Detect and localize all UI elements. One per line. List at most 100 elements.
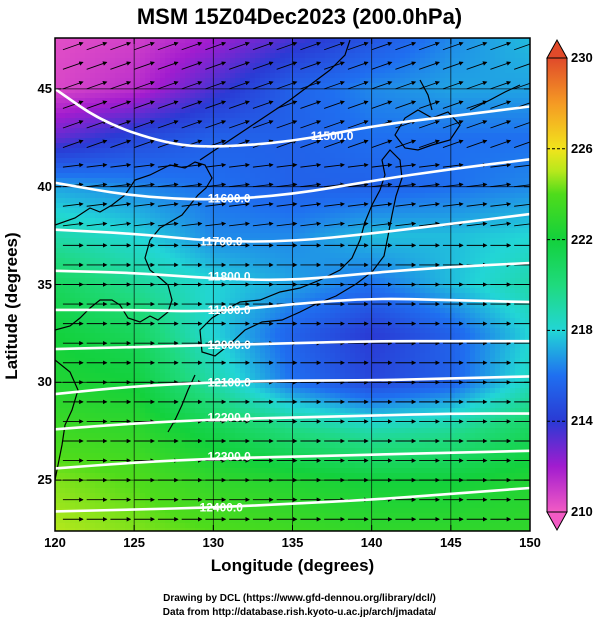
height-contour xyxy=(55,212,530,243)
wind-arrow xyxy=(181,162,203,168)
wind-arrow xyxy=(395,221,417,227)
height-contour xyxy=(55,449,530,470)
height-contour xyxy=(55,158,530,201)
wind-arrow xyxy=(490,100,512,109)
wind-arrow xyxy=(514,61,530,70)
wind-arrow xyxy=(62,202,84,207)
x-tick-label: 130 xyxy=(202,535,225,550)
wind-arrow xyxy=(324,100,345,109)
x-axis-label: Longitude (degrees) xyxy=(210,556,375,575)
y-tick-label: 25 xyxy=(37,472,52,488)
wind-arrow xyxy=(62,61,84,70)
wind-arrow xyxy=(442,202,464,207)
height-contour xyxy=(55,412,530,431)
height-contours: 11500.0 11600.0 11700.0 11800.0 11900.0 12000… xyxy=(55,87,530,515)
wind-arrow xyxy=(324,120,345,129)
wind-arrow xyxy=(442,41,464,51)
wind-arrow xyxy=(324,221,345,227)
axis-ticks xyxy=(54,38,531,531)
wind-arrow xyxy=(347,41,369,51)
wind-arrows xyxy=(62,41,530,522)
wind-arrow xyxy=(205,80,227,90)
wind-arrow xyxy=(300,100,322,109)
wind-arrow xyxy=(157,221,179,227)
height-contour xyxy=(55,375,530,396)
wind-arrow xyxy=(371,162,393,168)
wind-arrow xyxy=(490,120,512,129)
wind-arrow xyxy=(395,182,417,188)
wind-arrow xyxy=(466,80,488,90)
wind-arrow xyxy=(419,100,440,109)
wind-arrow xyxy=(324,182,345,188)
wind-arrow xyxy=(110,182,132,188)
wind-arrow xyxy=(347,202,369,207)
wind-arrow xyxy=(371,41,393,51)
wind-arrow xyxy=(86,221,108,227)
wind-arrow xyxy=(110,100,132,109)
wind-arrow xyxy=(134,80,155,90)
height-contour xyxy=(55,87,530,148)
wind-arrow xyxy=(86,100,108,109)
y-tick-label: 45 xyxy=(37,80,52,96)
wind-arrow xyxy=(205,162,227,168)
wind-arrow xyxy=(371,182,393,188)
y-axis-label: Latitude (degrees) xyxy=(2,232,21,380)
wind-arrow xyxy=(490,182,512,188)
wind-arrow xyxy=(134,202,155,207)
contour-label: 12400.0 xyxy=(200,501,244,515)
y-tick-label: 30 xyxy=(37,374,52,390)
wind-arrow xyxy=(157,202,179,207)
wind-arrow xyxy=(324,41,345,51)
wind-arrow xyxy=(371,139,393,148)
wind-arrow xyxy=(324,162,345,168)
wind-arrow xyxy=(347,162,369,168)
wind-arrow xyxy=(347,61,369,70)
chart-title: MSM 15Z04Dec2023 (200.0hPa) xyxy=(136,4,463,29)
wind-arrow xyxy=(181,120,203,129)
wind-arrow xyxy=(490,139,512,148)
wind-arrow xyxy=(157,100,179,109)
wind-arrow xyxy=(490,41,512,51)
wind-arrow xyxy=(300,182,322,188)
wind-arrow xyxy=(300,41,322,51)
wind-arrow xyxy=(229,61,250,70)
wind-arrow xyxy=(395,139,417,148)
wind-arrow xyxy=(276,221,298,227)
wind-arrow xyxy=(110,139,132,148)
wind-arrow xyxy=(324,202,345,207)
colorbar-tick-label: 218 xyxy=(571,322,593,338)
wind-arrow xyxy=(86,80,108,90)
wind-arrow xyxy=(300,120,322,129)
wind-arrow xyxy=(110,162,132,168)
wind-arrow xyxy=(229,162,250,168)
wind-arrow xyxy=(157,162,179,168)
wind-arrow xyxy=(466,139,488,148)
wind-arrow xyxy=(205,61,227,70)
wind-arrow xyxy=(252,120,274,129)
wind-arrow xyxy=(134,221,155,227)
wind-arrow xyxy=(86,120,108,129)
wind-arrow xyxy=(324,139,345,148)
contour-label: 12000.0 xyxy=(207,338,251,352)
wind-arrow xyxy=(395,100,417,109)
wind-arrow xyxy=(134,139,155,148)
wind-arrow xyxy=(205,221,227,227)
wind-arrow xyxy=(324,61,345,70)
wind-arrow xyxy=(347,139,369,148)
wind-arrow xyxy=(514,184,530,188)
wind-arrow xyxy=(134,162,155,168)
wind-arrow xyxy=(300,80,322,90)
wind-arrow xyxy=(157,182,179,188)
wind-arrow xyxy=(466,182,488,188)
contour-label: 12300.0 xyxy=(207,450,251,464)
wind-arrow xyxy=(110,61,132,70)
x-tick-label: 125 xyxy=(123,535,145,550)
wind-arrow xyxy=(62,221,84,227)
wind-arrow xyxy=(395,162,417,168)
wind-arrow xyxy=(300,61,322,70)
wind-arrow xyxy=(419,202,440,207)
wind-arrow xyxy=(442,80,464,90)
height-contour xyxy=(55,339,530,351)
wind-arrow xyxy=(300,139,322,148)
wind-arrow xyxy=(252,61,274,70)
